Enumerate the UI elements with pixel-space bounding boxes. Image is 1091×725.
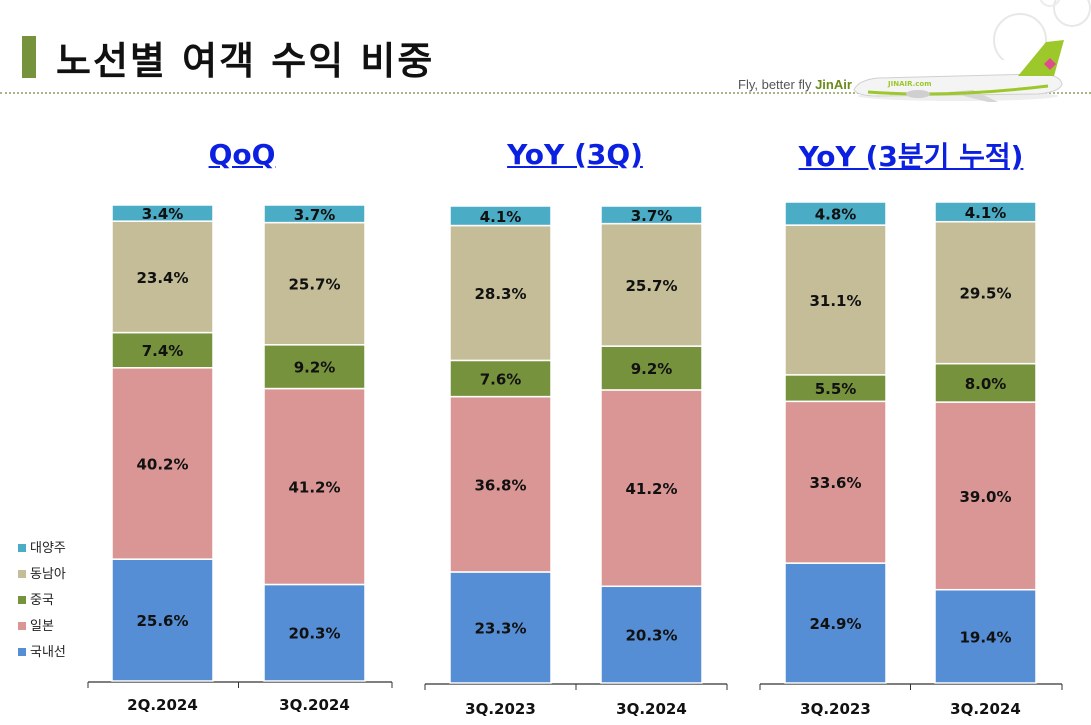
bar-segment [600, 585, 703, 684]
deco-circle [993, 13, 1047, 60]
bar-segment [449, 224, 552, 362]
category-label: 3Q.2024 [279, 696, 350, 714]
bar-segment [449, 395, 552, 573]
brand-tagline: Fly, better fly JinAir [738, 77, 852, 92]
plane-livery-text: JINAIR.com [887, 80, 932, 88]
tagline-prefix: Fly, better fly [738, 77, 816, 92]
data-label: 28.3% [474, 285, 526, 303]
data-label: 4.1% [965, 204, 1007, 222]
tagline-brand: JinAir [815, 77, 852, 92]
bar-segment [111, 331, 214, 369]
data-label: 19.4% [959, 628, 1011, 646]
legend-swatch [18, 622, 26, 630]
bar-segment [934, 401, 1037, 591]
bar-segment [111, 220, 214, 334]
legend-label: 대양주 [30, 541, 66, 556]
category-label: 3Q.2023 [800, 700, 871, 718]
data-label: 20.3% [288, 625, 340, 643]
data-label: 9.2% [631, 360, 673, 378]
data-label: 25.7% [288, 276, 340, 294]
bar-segment [263, 221, 366, 346]
data-label: 25.7% [625, 277, 677, 295]
bar-segment [449, 205, 552, 227]
legend-swatch [18, 544, 26, 552]
legend-label: 중국 [30, 593, 54, 608]
category-label: 3Q.2024 [950, 700, 1021, 718]
data-label: 7.6% [480, 371, 522, 389]
bar-segment [600, 389, 703, 588]
chart-title-yoy-3q: YoY (3Q) [507, 138, 643, 171]
chart-title-yoy-cumulative: YoY (3분기 누적) [798, 140, 1024, 173]
bar-segment [263, 583, 366, 682]
decorative-circles [993, 0, 1091, 60]
category-label: 3Q.2023 [465, 700, 536, 718]
data-label: 23.3% [474, 619, 526, 637]
legend-swatch [18, 596, 26, 604]
data-label: 23.4% [136, 269, 188, 287]
data-label: 3.4% [142, 205, 184, 223]
data-label: 31.1% [809, 292, 861, 310]
bar-segment [934, 362, 1037, 403]
data-label: 9.2% [294, 359, 336, 377]
plane-engine [906, 90, 930, 98]
legend-label: 일본 [30, 619, 54, 634]
title-accent-bar [22, 36, 36, 78]
bar-segment [600, 222, 703, 347]
data-label: 20.3% [625, 627, 677, 645]
bar-segment [784, 201, 887, 226]
bar-segment [784, 562, 887, 684]
bar-segment [600, 205, 703, 225]
bar-segment [263, 344, 366, 390]
plane-tail-logo [1044, 58, 1056, 70]
category-label: 3Q.2024 [616, 700, 687, 718]
bar-segment [600, 345, 703, 391]
data-label: 5.5% [815, 380, 857, 398]
data-label: 41.2% [288, 479, 340, 497]
bar-segment [111, 204, 214, 222]
data-label: 4.1% [480, 208, 522, 226]
data-label: 36.8% [474, 476, 526, 494]
data-label: 40.2% [136, 455, 188, 473]
bar-segment [784, 224, 887, 376]
data-label: 4.8% [815, 206, 857, 224]
data-label: 7.4% [142, 342, 184, 360]
bar-segment [111, 367, 214, 560]
bar-segment [263, 204, 366, 224]
chart-title-qoq: QoQ [208, 138, 276, 171]
plane-stripe [867, 84, 1049, 96]
data-label: 3.7% [631, 207, 673, 225]
bar-segment [263, 387, 366, 586]
airplane-illustration: JINAIR.com [853, 40, 1064, 102]
title-divider [0, 92, 1091, 94]
legend-swatch [18, 570, 26, 578]
bar-segment [934, 201, 1037, 223]
page-title: 노선별 여객 수익 비중 [56, 39, 435, 83]
legend-swatch [18, 648, 26, 656]
deco-circle [1039, 0, 1061, 7]
data-label: 29.5% [959, 285, 1011, 303]
data-label: 39.0% [959, 488, 1011, 506]
data-label: 41.2% [625, 480, 677, 498]
deco-circle [1053, 0, 1091, 27]
data-label: 8.0% [965, 375, 1007, 393]
data-label: 24.9% [809, 615, 861, 633]
legend-label: 국내선 [30, 645, 66, 660]
data-label: 3.7% [294, 206, 336, 224]
data-label: 33.6% [809, 474, 861, 492]
data-label: 25.6% [136, 612, 188, 630]
legend-label: 동남아 [30, 567, 66, 582]
category-label: 2Q.2024 [127, 696, 198, 714]
bar-segment [784, 374, 887, 403]
